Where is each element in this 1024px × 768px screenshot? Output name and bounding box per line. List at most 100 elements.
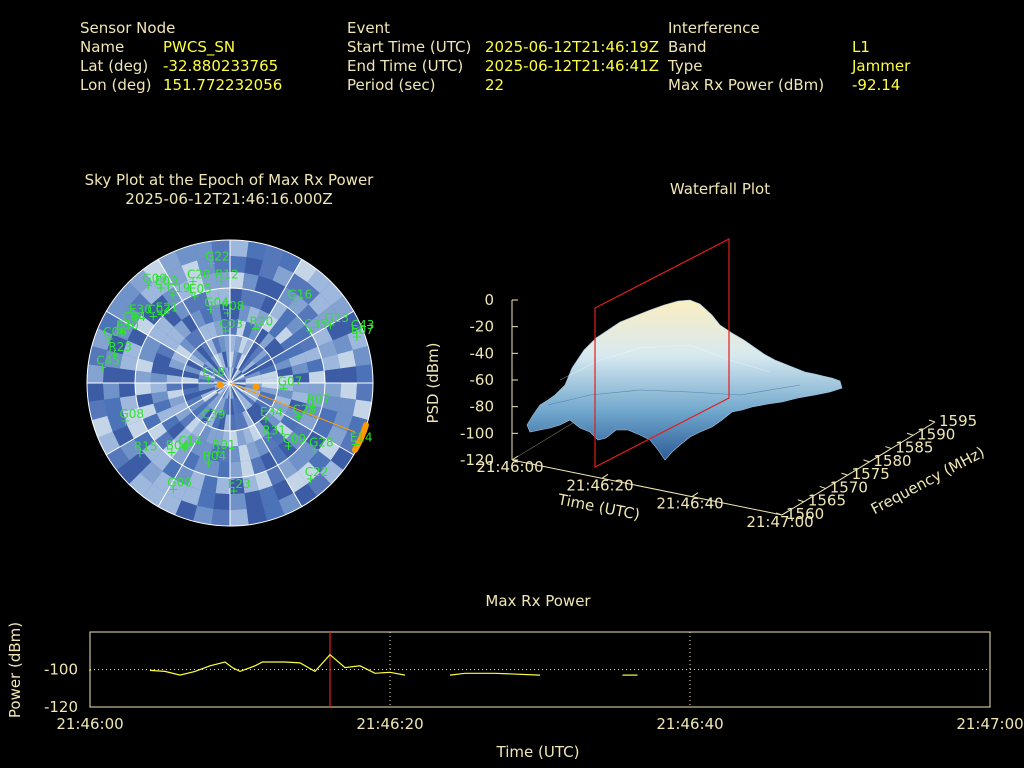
satellite-label: G23 <box>324 311 349 325</box>
waterfall-z-tick-label: -80 <box>470 398 495 416</box>
satellite-label: E07 <box>351 323 374 337</box>
satellite-marker: + <box>351 437 361 451</box>
satellite-label: G28 <box>309 436 334 450</box>
satellite-marker: + <box>148 309 158 323</box>
chart-x-tick-label: 21:46:40 <box>656 715 723 733</box>
satellite-marker: + <box>293 409 303 423</box>
chart-series <box>89 632 638 707</box>
end-time-label: End Time (UTC) <box>347 57 464 75</box>
satellite-marker: + <box>188 275 198 289</box>
satellite-label: E30 <box>116 319 139 333</box>
satellite-label: C20 <box>187 268 211 282</box>
chart-x-label: Time (UTC) <box>496 743 580 761</box>
waterfall-z-tick-label: 0 <box>484 291 494 309</box>
lon-label: Lon (deg) <box>80 76 152 94</box>
waterfall-freq-tick-label: 1565 <box>808 492 846 510</box>
satellite-marker: + <box>135 446 145 460</box>
chart-x-tick-label: 21:47:00 <box>956 715 1023 733</box>
satellite-marker: + <box>229 484 239 498</box>
sensor-name-label: Name <box>80 38 125 56</box>
satellite-label: E09 <box>155 274 178 288</box>
chart-series-line <box>449 672 541 676</box>
sky-plot-title: Sky Plot at the Epoch of Max Rx Power <box>84 171 374 189</box>
satellite-marker: + <box>306 472 316 486</box>
satellite-label: C09 <box>283 432 307 446</box>
satellite-marker: + <box>205 302 215 316</box>
satellite-marker: + <box>104 332 114 346</box>
satellite-label: G22 <box>205 250 230 264</box>
satellite-marker: + <box>289 295 299 309</box>
waterfall-z-tick-label: -60 <box>470 371 495 389</box>
satellite-label: G08 <box>120 407 145 421</box>
satellite-marker: + <box>156 281 166 295</box>
satellite-label: R20 <box>250 314 274 328</box>
satellite-marker: + <box>156 308 166 322</box>
satellite-marker: + <box>223 306 233 320</box>
lat-label: Lat (deg) <box>80 57 149 75</box>
satellite-label: E18 <box>202 365 225 379</box>
satellite-marker: + <box>143 279 153 293</box>
interference-title: Interference <box>668 19 760 37</box>
satellite-marker: + <box>307 400 317 414</box>
start-time-value: 2025-06-12T21:46:19Z <box>485 38 659 56</box>
satellite-label: C19 <box>167 281 191 295</box>
max-rx-power-label: Max Rx Power (dBm) <box>668 76 825 94</box>
satellite-label: E08 <box>222 299 245 313</box>
satellite-marker: + <box>168 483 178 497</box>
waterfall-freq-axis <box>781 421 936 516</box>
waterfall-time-tick-label: 21:47:00 <box>746 513 813 531</box>
satellite-label: C04 <box>122 310 146 324</box>
waterfall-freq-tick-label: 1580 <box>873 452 911 470</box>
chart-x-tick-label: 21:46:20 <box>356 715 423 733</box>
satellite-marker: + <box>167 445 177 459</box>
sky-plot-epoch: 2025-06-12T21:46:16.000Z <box>125 190 333 208</box>
waterfall-surface <box>526 299 843 461</box>
waterfall-z-tick-label: -100 <box>460 424 494 442</box>
satellite-marker: + <box>190 289 200 303</box>
satellite-marker: + <box>250 321 260 335</box>
satellite-markers: +G22+C20+R12+G09+C19+E05+G04+E09+E21+E30… <box>96 250 374 498</box>
satellite-marker: + <box>216 275 226 289</box>
waterfall-time-tick-label: 21:46:20 <box>566 476 633 494</box>
type-value: Jammer <box>852 57 911 75</box>
lat-value: -32.880233765 <box>163 57 279 75</box>
max-rx-power-chart: 21:46:00 21:46:20 21:46:40 21:47:00 -100 -120… <box>6 622 1024 761</box>
satellite-label: C14 <box>178 434 202 448</box>
sky-plot: +G22+C20+R12+G09+C19+E05+G04+E09+E21+E30… <box>86 239 374 527</box>
satellite-label: R12 <box>215 268 239 282</box>
waterfall-freq-tick-label: 1590 <box>917 425 955 443</box>
waterfall-z-ticks: 0 -20 -40 -60 -80 -100 -120 <box>460 291 518 469</box>
waterfall-time-label: Time (UTC) <box>556 490 642 524</box>
sky-interference-heatmap <box>87 240 373 526</box>
satellite-label: C22 <box>305 465 329 479</box>
waterfall-freq-tick-label: 1575 <box>852 465 890 483</box>
band-value: L1 <box>852 38 870 56</box>
satellite-label: G04 <box>204 295 229 309</box>
satellite-label: R07 <box>307 393 331 407</box>
jammer-track <box>216 381 369 453</box>
satellite-label: R23 <box>108 340 132 354</box>
satellite-label: E05 <box>189 282 212 296</box>
sensor-node-title: Sensor Node <box>80 19 176 37</box>
satellite-marker: + <box>220 324 230 338</box>
satellite-label: R01 <box>212 438 236 452</box>
satellite-label: C03 <box>219 317 243 331</box>
chart-point <box>89 669 91 672</box>
satellite-label: C35 <box>304 317 328 331</box>
satellite-label: C43 <box>351 318 375 332</box>
satellite-marker: + <box>263 431 273 445</box>
max-rx-power-value: -92.14 <box>852 76 901 94</box>
satellite-marker: + <box>109 347 119 361</box>
chart-y-label: Power (dBm) <box>6 622 24 718</box>
satellite-marker: + <box>97 360 107 374</box>
waterfall-freq-tick-label: 1570 <box>830 478 868 496</box>
satellite-marker: + <box>179 441 189 455</box>
satellite-marker: + <box>283 439 293 453</box>
satellite-marker: + <box>310 443 320 457</box>
waterfall-freq-tick-label: 1595 <box>939 412 977 430</box>
waterfall-freq-tick-label: 1585 <box>895 439 933 457</box>
start-time-label: Start Time (UTC) <box>347 38 472 56</box>
satellite-label: G06 <box>167 476 192 490</box>
